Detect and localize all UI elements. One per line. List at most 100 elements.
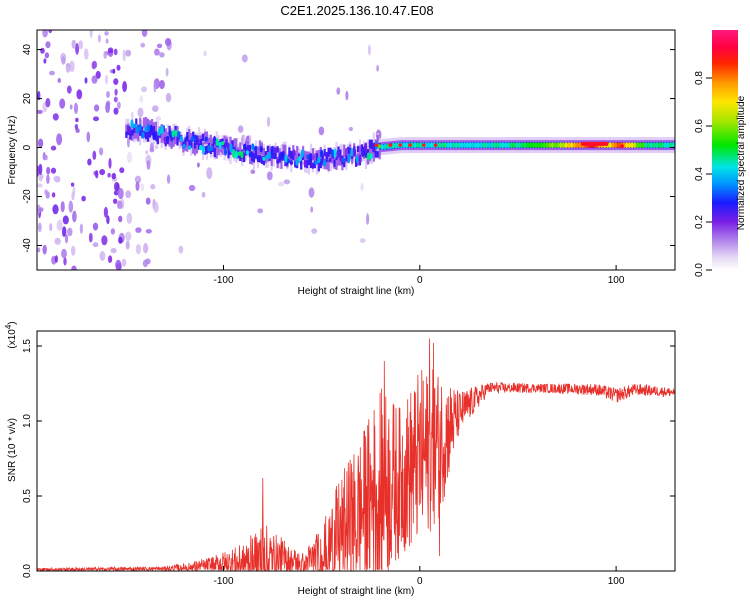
spectrogram-noise-cell [42,244,47,255]
spectrogram-peak-dot [388,143,393,147]
spectrogram-peak-dot [398,143,403,147]
spectrogram-noise-cell [110,228,116,235]
spectrogram-noise-cell [154,48,160,56]
spectrogram-noise-cell [48,30,53,34]
spectrogram-ridge-cell [647,142,651,149]
spectrogram-ridge-cell [509,142,513,149]
spectrogram-noise-cell [104,31,109,36]
spectrogram-ridge-cell [234,150,238,160]
spectrogram-ridge-halo-1 [209,134,212,147]
spectrogram-x-tick-label: -100 [213,275,233,286]
spectrogram-ridge-halo-1 [294,153,297,165]
spectrogram-noise-cell [105,38,109,44]
spectrogram-ridge-halo-2 [290,150,293,159]
spectrogram-ridge-cell [633,142,637,149]
spectrogram-noise-cell [119,167,125,174]
spectrogram-noise-cell [38,138,44,148]
spectrogram-noise-cell [113,198,118,204]
spectrogram-ridge-halo-2 [133,125,136,134]
spectrogram-noise-cell [134,175,142,184]
spectrogram-ridge-halo-2 [192,131,195,141]
spectrogram-ridge-cell [636,142,640,149]
spectrogram-noise-cell [108,255,113,263]
spectrogram-noise-cell [37,183,43,188]
spectrogram-noise-cell [68,200,74,213]
spectrogram-noise-cell [153,201,159,213]
spectrogram-ridge-cell [199,144,203,151]
spectrogram-x-ticks: -100 0 100 [213,265,625,286]
spectrogram-ridge-cell [174,129,178,137]
spectrogram-ridge-cell [506,142,511,149]
spectrogram-noise-cell [142,259,148,268]
spectrogram-ridge-cell [251,143,255,151]
spectrogram-ridge-cell [155,134,159,142]
spectrogram-noise-cell [376,64,379,72]
spectrogram-ridge-cell [520,142,524,149]
spectrogram-noise-cell [137,107,144,118]
spectrogram-noise-cell [49,70,55,76]
spectrogram-y-ticks: -40 -20 0 20 40 [22,44,675,253]
spectrogram-noise-cell [92,222,99,231]
spectrogram-ridge-cell [405,142,409,149]
snr-y-multiplier-exp: 4 [4,324,13,329]
spectrogram-ridge-halo-2 [376,151,379,158]
spectrogram-ridge-cell [229,143,233,153]
spectrogram-ridge-cell [424,142,428,149]
spectrogram-x-tick-label: 100 [608,275,625,286]
spectrogram-ridge-halo-2 [264,151,267,159]
spectrogram-ridge-halo-2 [209,146,212,155]
spectrogram-ridge-cell [149,124,153,133]
spectrogram-ridge-halo-2 [345,154,348,161]
spectrogram-ridge-cell [320,149,324,158]
spectrogram-ridge-cell [240,150,244,159]
spectrogram-ridge-cell [641,142,645,149]
spectrogram-ridge-halo-2 [284,159,287,167]
spectrogram-ridge-halo-0 [307,156,311,175]
spectrogram-ridge-halo-1 [249,150,252,165]
spectrogram-ridge-halo-2 [313,160,316,169]
spectrogram-ridge-halo-1 [256,146,260,157]
spectrogram-ridge-cell [501,142,505,149]
snr-y-tick-label: 1.5 [22,339,33,353]
spectrogram-noise-cell [164,38,172,46]
spectrogram-ridge-halo-2 [260,156,263,164]
spectrogram-ridge-halo-1 [270,152,273,166]
spectrogram-noise-cell [44,189,48,195]
spectrogram-ridge-halo-2 [317,161,320,172]
spectrogram-ridge-halo-2 [309,158,313,169]
spectrogram-ridge-halo-1 [358,145,362,158]
spectrogram-ridge-halo-1 [233,138,236,149]
spectrogram-y-tick-label: -40 [22,238,33,253]
colorbar-tick-label: 0.8 [694,71,705,85]
spectrogram-noise-cell [116,263,122,270]
spectrogram-ridge-halo-1 [160,132,163,143]
spectrogram-noise-cell [145,197,151,205]
spectrogram-noise-cell [348,126,354,132]
spectrogram-ridge-halo-2 [205,145,208,154]
spectrogram-ridge-halo-2 [225,139,228,148]
spectrogram-noise-cell [153,81,157,93]
spectrogram-ridge-halo-0 [156,120,159,141]
spectrogram-ridge-halo-2 [251,151,254,162]
snr-series-line [37,338,675,571]
spectrogram-noise-cell [40,47,45,54]
spectrogram-noise-cell [81,195,86,202]
spectrogram-ridge-cell [638,142,643,149]
spectrogram-ridge-cell [196,138,200,144]
spectrogram-ridge-cell [482,142,486,149]
spectrogram-ridge-cell [671,142,675,149]
spectrogram-ridge-cell [553,142,557,149]
spectrogram-ridge-cell [369,153,373,160]
spectrogram-noise-cell [38,163,43,176]
spectrogram-ridge-cell [303,160,307,168]
spectrogram-noise-cell [125,231,132,242]
spectrogram-ridge-cell [223,147,228,156]
snr-marks [37,338,675,571]
spectrogram-ridge-halo-1 [221,142,224,155]
spectrogram-x-tick-label: 0 [417,275,423,286]
spectrogram-noise-cell [92,150,97,160]
spectrogram-ridge-halo-1 [335,156,338,170]
spectrogram-ridge-halo-2 [227,149,230,158]
spectrogram-ridge-cell [160,124,164,135]
spectrogram-ridge-cell [372,145,376,153]
